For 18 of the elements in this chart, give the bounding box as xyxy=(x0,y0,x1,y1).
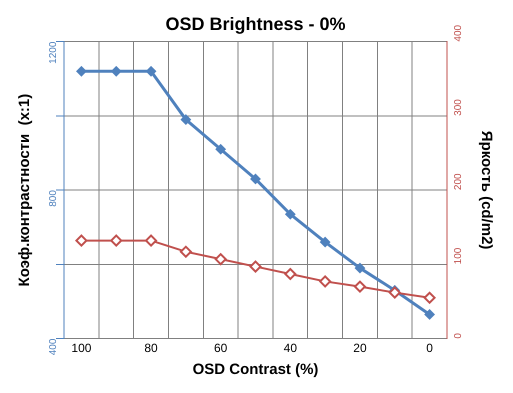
x-tick-label: 20 xyxy=(353,341,367,356)
chart-title: OSD Brightness - 0% xyxy=(165,14,346,34)
x-tick-label: 80 xyxy=(144,341,158,356)
y-tick-label: 800 xyxy=(48,190,59,207)
y-tick-label: 400 xyxy=(48,338,59,356)
x-tick-label: 40 xyxy=(284,341,298,356)
x-tick-label: 0 xyxy=(426,341,434,356)
y2-tick-label: 0 xyxy=(452,332,464,339)
y2-tick-label: 200 xyxy=(452,172,464,190)
x-tick-label: 60 xyxy=(214,341,228,356)
y2-axis-title: Яркость (cd/m2) xyxy=(478,130,495,250)
y2-tick-label: 100 xyxy=(452,247,464,264)
y2-tick-label: 300 xyxy=(452,98,464,116)
x-axis-title: OSD Contrast (%) xyxy=(192,361,318,378)
x-tick-label: 100 xyxy=(71,341,92,356)
y-axis-title: Коэф.контрастности (x:1) xyxy=(16,94,34,286)
y2-tick-label: 400 xyxy=(452,24,464,42)
y-tick-label: 1200 xyxy=(48,41,59,64)
